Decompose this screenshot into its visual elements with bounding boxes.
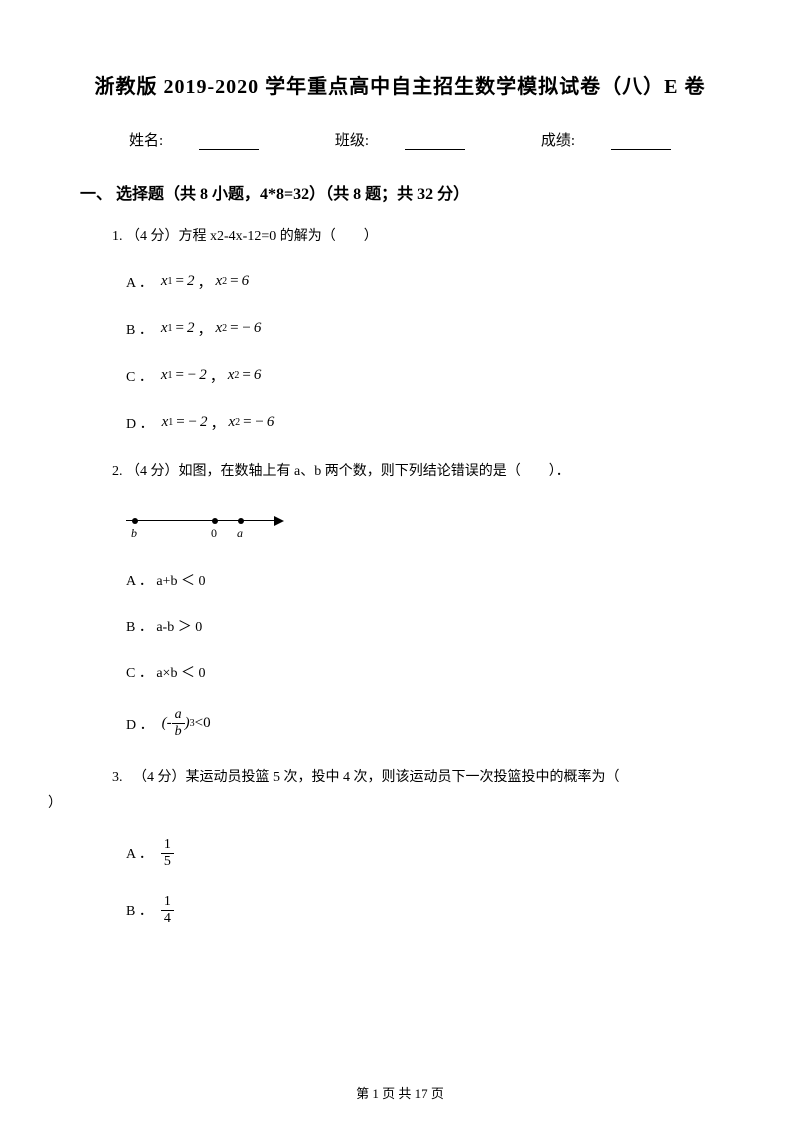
math-expr: x1 = −2 ， x2 = 6: [161, 365, 262, 386]
exam-title: 浙教版 2019-2020 学年重点高中自主招生数学模拟试卷（八）E 卷: [80, 70, 720, 99]
q2-option-c[interactable]: C ． a×b ＜ 0: [126, 662, 720, 682]
math-expr: x1 = −2 ， x2 = −6: [162, 412, 275, 433]
q1-option-a[interactable]: A ． x1 = 2 ， x2 = 6: [126, 271, 720, 292]
q3-option-a[interactable]: A ． 15: [126, 838, 720, 869]
score-label: 成绩:: [541, 133, 575, 149]
student-info-row: 姓名: 班级: 成绩:: [80, 129, 720, 150]
score-blank[interactable]: [611, 134, 671, 150]
math-expr: x1 = 2 ， x2 = −6: [161, 318, 262, 339]
q2-option-a[interactable]: A ． a+b ＜ 0: [126, 570, 720, 590]
q1-option-c[interactable]: C ． x1 = −2 ， x2 = 6: [126, 365, 720, 386]
math-expr: (- ab )3<0: [162, 708, 211, 739]
page-footer: 第 1 页 共 17 页: [0, 1083, 800, 1102]
q3-option-b[interactable]: B ． 14: [126, 895, 720, 926]
q1-option-b[interactable]: B ． x1 = 2 ， x2 = −6: [126, 318, 720, 339]
class-label: 班级:: [335, 133, 369, 149]
name-label: 姓名:: [129, 133, 163, 149]
class-blank[interactable]: [405, 134, 465, 150]
question-2: 2. （4 分）如图，在数轴上有 a、b 两个数，则下列结论错误的是（ ）．: [112, 459, 720, 484]
q1-option-d[interactable]: D ． x1 = −2 ， x2 = −6: [126, 412, 720, 433]
number-line-figure: b 0 a: [126, 506, 286, 542]
q2-option-b[interactable]: B ． a-b ＞ 0: [126, 616, 720, 636]
math-expr: x1 = 2 ， x2 = 6: [161, 271, 249, 292]
q2-option-d[interactable]: D ． (- ab )3<0: [126, 708, 720, 739]
question-3: 3. （4 分）某运动员投篮 5 次，投中 4 次，则该运动员下一次投篮投中的概…: [80, 765, 720, 815]
fraction-1-4: 14: [161, 895, 174, 926]
question-1: 1. （4 分）方程 x2-4x-12=0 的解为（ ）: [112, 224, 720, 249]
fraction-1-5: 15: [161, 838, 174, 869]
section-heading: 一、 选择题（共 8 小题，4*8=32）（共 8 题；共 32 分）: [80, 180, 720, 204]
name-blank[interactable]: [199, 134, 259, 150]
